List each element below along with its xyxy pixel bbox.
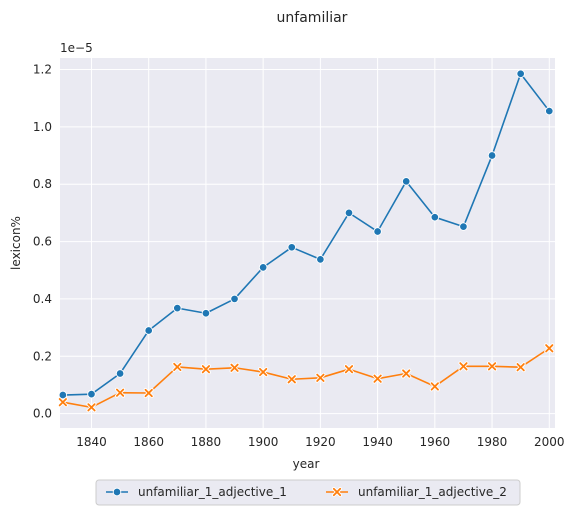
x-tick-label: 1960	[420, 435, 451, 449]
chart-title: unfamiliar	[277, 10, 348, 26]
data-point-1	[144, 326, 153, 335]
y-tick-label: 0.6	[33, 235, 52, 249]
data-point-1	[258, 263, 268, 272]
x-tick-label: 2000	[534, 435, 565, 449]
data-point-2	[115, 387, 126, 398]
y-tick-label: 0.8	[33, 177, 52, 191]
data-point-2	[401, 368, 412, 379]
data-point-2	[487, 361, 498, 372]
x-tick-label: 1980	[477, 435, 508, 449]
legend-label-adjective-2: unfamiliar_1_adjective_2	[358, 485, 507, 499]
data-point-1	[344, 208, 354, 218]
data-point-1	[230, 294, 239, 304]
data-point-2	[57, 397, 68, 408]
legend-box	[95, 479, 521, 506]
y-tick-label: 1.2	[33, 62, 52, 76]
data-point-2	[143, 388, 154, 399]
legend-marker-adjective-1	[112, 487, 122, 497]
data-point-2	[172, 361, 183, 372]
legend: unfamiliar_1_adjective_1 unfamiliar_1_ad…	[95, 479, 521, 506]
series-line-1	[62, 72, 550, 396]
data-point-1	[516, 69, 525, 79]
x-tick-label: 1860	[133, 435, 164, 449]
x-tick-label: 1920	[305, 435, 336, 449]
x-tick-label: 1840	[76, 435, 107, 449]
data-point-1	[115, 369, 125, 378]
plot-background	[60, 58, 555, 428]
y-scale-label: 1e−5	[60, 41, 93, 55]
data-point-1	[87, 389, 96, 399]
data-point-1	[287, 243, 297, 252]
data-point-2	[458, 361, 469, 372]
x-tick-label: 1940	[362, 435, 393, 449]
data-point-1	[545, 106, 554, 116]
data-point-2	[515, 362, 526, 373]
x-tick-label: 1900	[248, 435, 279, 449]
data-point-2	[229, 362, 240, 373]
data-point-1	[173, 303, 182, 313]
y-axis-label: lexicon%	[9, 216, 23, 270]
y-tick-label: 0.4	[33, 292, 52, 306]
grid	[60, 58, 555, 428]
data-point-2	[258, 367, 269, 378]
data-point-2	[315, 372, 326, 383]
tick-labels: 1840 1860 1880 1900 1920 1940 1960 1980 2000 0.0 0…	[33, 62, 565, 449]
legend-x-marker	[331, 486, 343, 498]
data-point-1	[459, 222, 468, 231]
x-tick-label: 1880	[191, 435, 222, 449]
data-point-2	[86, 402, 97, 413]
x-axis-label: year	[293, 457, 320, 471]
legend-label-adjective-1: unfamiliar_1_adjective_1	[138, 485, 287, 499]
series-line-2	[62, 347, 550, 409]
data-point-1	[401, 177, 411, 186]
data-point-1	[487, 151, 497, 160]
data-point-2	[343, 364, 354, 375]
y-tick-label: 0.0	[33, 407, 52, 421]
data-point-1	[58, 390, 68, 400]
data-point-1	[430, 212, 440, 222]
data-point-2	[372, 373, 383, 384]
data-point-1	[316, 255, 325, 264]
y-tick-label: 0.2	[33, 349, 52, 363]
data-point-2	[286, 374, 297, 385]
series-layer	[57, 69, 555, 413]
data-point-2	[429, 381, 440, 392]
y-tick-label: 1.0	[33, 120, 52, 134]
data-point-1	[373, 227, 382, 236]
data-point-1	[201, 309, 211, 318]
data-point-2	[200, 364, 211, 375]
data-point-2	[544, 343, 555, 354]
legend-marker-adjective-2	[331, 486, 343, 498]
